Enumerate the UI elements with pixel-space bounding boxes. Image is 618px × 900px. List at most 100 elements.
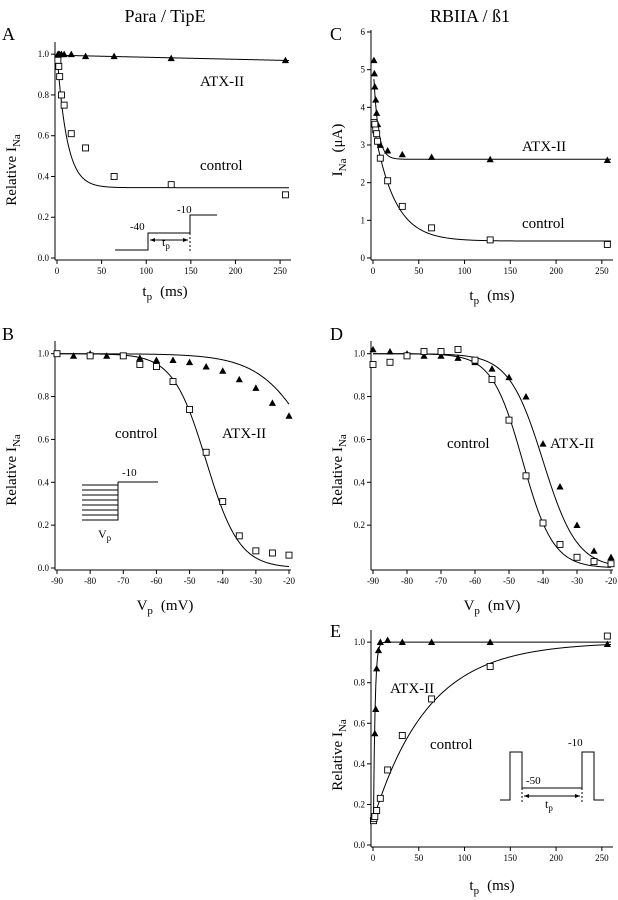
y-tick-label-A: 0.8 — [38, 90, 50, 100]
point-B-control — [285, 551, 293, 559]
point-A-control — [55, 62, 63, 70]
point-B-atx — [136, 354, 144, 361]
y-tick-label-B: 0.6 — [38, 434, 50, 444]
point-E-atx — [384, 636, 392, 643]
point-B-control — [86, 352, 94, 360]
point-D-control — [488, 375, 496, 383]
fit-curve-D-ATX-II — [373, 353, 612, 565]
ylabel-E: Relative INa — [330, 719, 349, 791]
point-A-atx — [81, 52, 90, 60]
point-A-atx — [60, 50, 68, 58]
annotation-control-B: control — [115, 426, 158, 442]
y-tick-label-C: 2 — [361, 178, 366, 188]
x-tick-label-B: -40 — [217, 576, 229, 586]
protocol-diagram-E: -50 -10 tp — [500, 737, 604, 813]
x-tick-label-A: 200 — [229, 266, 243, 276]
fit-curve-E-ATX-II — [372, 641, 611, 821]
point-C-atx — [603, 156, 611, 163]
point-B-control — [202, 448, 210, 456]
point-A-atx — [281, 56, 290, 64]
y-tick-label-B: 1.0 — [38, 349, 50, 359]
svg-text:Vp: Vp — [98, 527, 112, 543]
x-tick-label-B: -30 — [250, 576, 262, 586]
y-tick-label-A: 1.0 — [38, 49, 50, 59]
x-tick-label-E: 150 — [504, 853, 518, 863]
y-tick-label-D: 0.2 — [354, 520, 365, 530]
svg-text:-10: -10 — [568, 737, 583, 749]
point-E-control — [603, 632, 611, 640]
fit-curve-A-ATX-II — [57, 54, 290, 62]
x-tick-label-B: -50 — [184, 576, 196, 586]
x-tick-label-D: -60 — [469, 576, 481, 586]
point-B-control — [219, 498, 227, 506]
point-A-control — [54, 56, 62, 64]
point-A-control — [82, 144, 90, 152]
x-tick-label-A: 100 — [139, 266, 153, 276]
y-tick-label-D: 0.8 — [354, 392, 366, 402]
point-A-control — [167, 181, 175, 189]
point-E-atx — [373, 664, 381, 672]
point-E-control — [373, 807, 381, 814]
x-tick-label-D: -70 — [435, 576, 447, 586]
panel-letter-C: C — [330, 24, 342, 44]
point-C-control — [373, 130, 381, 138]
x-tick-label-D: -40 — [537, 576, 549, 586]
svg-text:-50: -50 — [526, 775, 541, 787]
point-C-atx — [427, 153, 436, 160]
point-C-atx — [398, 150, 406, 158]
point-C-control — [603, 240, 611, 248]
point-B-control — [268, 549, 276, 557]
point-C-atx — [372, 96, 380, 103]
panel-letter-B: B — [2, 324, 14, 344]
point-D-control — [454, 345, 462, 353]
right-column-title: RBIIA / ß1 — [430, 6, 510, 26]
svg-text:-10: -10 — [177, 204, 192, 216]
xlabel-C: tp (ms) — [469, 288, 514, 307]
point-E-atx — [371, 729, 379, 737]
fit-curve-A-control — [57, 64, 289, 189]
point-B-atx — [219, 367, 227, 374]
point-B-atx — [185, 358, 194, 366]
annotation-control-C: control — [522, 216, 565, 232]
point-E-control — [371, 813, 379, 821]
y-tick-label-C: 4 — [361, 102, 366, 112]
y-tick-label-A: 0.6 — [38, 131, 50, 141]
point-E-control — [428, 695, 436, 703]
point-B-atx — [202, 362, 210, 370]
point-E-atx — [603, 640, 611, 648]
plot-D: 0.2 0.4 0.6 0.8 1.0 -90 -80 -70 -60 -50 -40 -30 -20 — [354, 341, 617, 586]
protocol-diagram-B: -10 Vp — [82, 467, 158, 543]
x-tick-label-B: -60 — [150, 576, 162, 586]
point-E-control — [376, 794, 384, 802]
x-tick-label-B: -90 — [51, 576, 63, 586]
annotation-atx-E: ATX-II — [390, 681, 434, 697]
x-tick-label-C: 0 — [371, 266, 376, 276]
point-A-control — [56, 73, 64, 81]
point-B-atx — [252, 384, 260, 391]
panel-letter-D: D — [330, 324, 343, 344]
point-C-control — [398, 202, 406, 210]
point-C-control — [384, 177, 392, 185]
y-tick-label-D: 1.0 — [354, 349, 366, 359]
point-C-atx — [373, 109, 381, 116]
y-tick-label-D: 0.4 — [354, 477, 366, 487]
point-D-control — [590, 558, 598, 566]
point-B-control — [235, 532, 243, 540]
y-tick-label-A: 0.4 — [38, 171, 50, 181]
x-tick-label-C: 150 — [504, 266, 518, 276]
plot-E: 0.0 0.2 0.4 0.6 0.8 1.0 0 50 100 150 200 250 — [354, 630, 613, 863]
point-C-control — [486, 236, 494, 244]
point-B-control — [152, 363, 160, 371]
xlabel-A: tp (ms) — [142, 284, 187, 303]
x-tick-label-D: -90 — [367, 576, 379, 586]
x-tick-label-E: 200 — [549, 853, 563, 863]
point-D-atx — [437, 352, 445, 359]
annotation-atx-D: ATX-II — [550, 436, 594, 452]
y-tick-label-E: 1.0 — [354, 637, 366, 647]
x-tick-label-C: 250 — [595, 266, 609, 276]
fit-curve-C-control — [373, 125, 611, 242]
y-tick-label-B: 0.2 — [38, 520, 49, 530]
annotation-control-D: control — [447, 436, 490, 452]
x-tick-label-C: 100 — [458, 266, 472, 276]
